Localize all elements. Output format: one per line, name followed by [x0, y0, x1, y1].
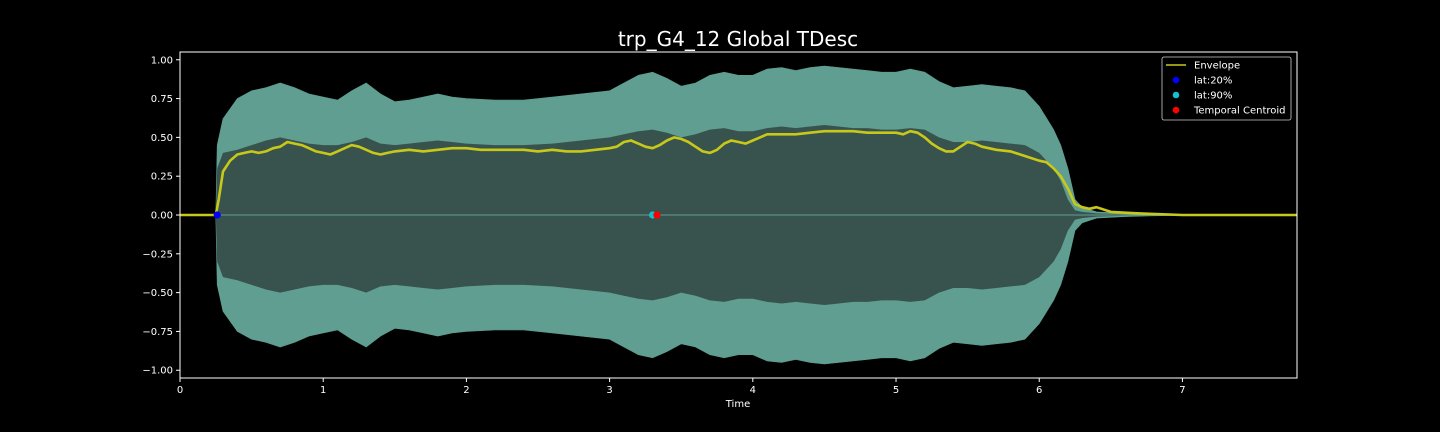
legend-envelope-label: Envelope: [1194, 61, 1240, 72]
legend-centroid-swatch: [1172, 106, 1180, 114]
marker-centroid: [653, 211, 661, 219]
y-tick-label: 0.75: [151, 94, 173, 105]
x-tick-label: 3: [606, 385, 612, 396]
legend-lat90-swatch: [1172, 91, 1180, 99]
y-tick-label: −0.25: [142, 249, 173, 260]
envelope-line: [180, 129, 1297, 217]
plot-area: [180, 65, 1297, 365]
y-tick-label: −0.50: [142, 288, 173, 299]
y-tick-label: 0.50: [151, 133, 173, 144]
y-tick-label: −1.00: [142, 366, 173, 377]
x-tick-label: 6: [1036, 385, 1042, 396]
legend-lat20-label: lat:20%: [1194, 76, 1232, 87]
x-axis-label: Time: [725, 399, 750, 410]
x-tick-label: 0: [177, 385, 183, 396]
y-tick-label: 0.25: [151, 172, 173, 183]
x-tick-label: 4: [750, 385, 756, 396]
legend-lat90-label: lat:90%: [1194, 91, 1232, 102]
legend-box: [1161, 56, 1292, 121]
legend-centroid-label: Temporal Centroid: [1193, 106, 1286, 117]
x-tick-label: 5: [893, 385, 899, 396]
x-tick-label: 7: [1179, 385, 1185, 396]
legend: Envelope lat:20% lat:90% Temporal Centroid: [1161, 56, 1292, 121]
legend-lat20-swatch: [1172, 76, 1180, 84]
marker-lat20: [213, 211, 221, 219]
y-tick-label: 0.00: [151, 211, 173, 222]
y-tick-label: 1.00: [151, 55, 173, 66]
y-tick-label: −0.75: [142, 327, 173, 338]
chart-title: trp_G4_12 Global TDesc: [618, 27, 858, 51]
x-tick-label: 2: [463, 385, 469, 396]
x-axis: 0 1 2 3 4 5 6 7: [177, 378, 1186, 396]
y-axis: 1.00 0.75 0.50 0.25 0.00 −0.25 −0.50 −0.75 −1.00: [142, 55, 180, 377]
x-tick-label: 1: [320, 385, 326, 396]
